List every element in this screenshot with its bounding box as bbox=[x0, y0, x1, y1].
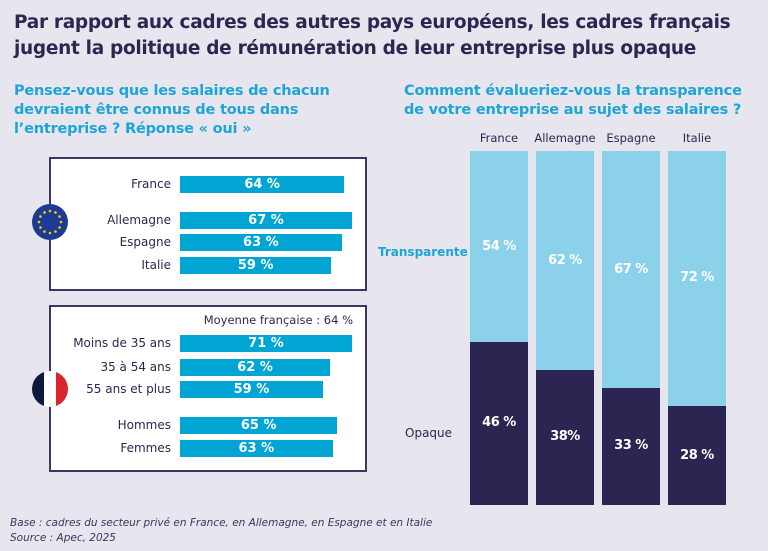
bar-label: Hommes bbox=[117, 418, 171, 432]
right-title-line: de votre entreprise au sujet des salaire… bbox=[404, 102, 742, 118]
left-title-line: l’entreprise ? Réponse « oui » bbox=[14, 121, 252, 137]
left-title-line: devraient être connus de tous dans bbox=[14, 102, 299, 118]
transparent-segment: 54 % bbox=[470, 151, 528, 343]
bar: 59 % bbox=[180, 257, 332, 274]
bar-label: Femmes bbox=[120, 441, 171, 455]
title-line: Par rapport aux cadres des autres pays e… bbox=[14, 12, 731, 33]
footer-base: Base : cadres du secteur privé en France… bbox=[10, 517, 433, 529]
opaque-segment: 38% bbox=[536, 370, 594, 505]
transparent-segment: 62 % bbox=[536, 151, 594, 371]
bar: 67 % bbox=[180, 212, 352, 229]
page-title: Par rapport aux cadres des autres pays e… bbox=[14, 10, 764, 62]
left-chart-title: Pensez-vous que les salaires de chacun d… bbox=[14, 82, 330, 139]
bar-label: 55 ans et plus bbox=[86, 382, 171, 396]
star-icon bbox=[58, 215, 61, 218]
star-icon bbox=[54, 211, 57, 214]
france-flag-icon bbox=[32, 371, 68, 407]
star-icon bbox=[54, 230, 57, 233]
footer-source: Source : Apec, 2025 bbox=[10, 532, 116, 544]
star-icon bbox=[58, 226, 61, 229]
bar-label: Moins de 35 ans bbox=[73, 336, 171, 350]
opaque-segment: 28 % bbox=[668, 405, 726, 505]
star-icon bbox=[37, 220, 41, 224]
column-header: Italie bbox=[682, 131, 712, 145]
title-line: jugent la politique de rémunération de l… bbox=[14, 38, 697, 59]
europe-panel: France 64 % Allemagne 67 % Espagne 63 % Italie… bbox=[49, 157, 367, 291]
legend-opaque: Opaque bbox=[405, 426, 453, 440]
star-icon bbox=[39, 215, 42, 218]
bar-label: 35 à 54 ans bbox=[100, 360, 171, 374]
bar-label: Italie bbox=[141, 258, 171, 272]
bar-label: France bbox=[131, 177, 171, 191]
bar-label: Allemagne bbox=[107, 213, 171, 227]
opaque-segment: 46 % bbox=[470, 342, 528, 505]
column-header: Espagne bbox=[606, 131, 656, 145]
bar-label: Espagne bbox=[119, 235, 171, 249]
transparent-segment: 72 % bbox=[668, 151, 726, 406]
star-icon bbox=[48, 231, 52, 235]
left-title-line: Pensez-vous que les salaires de chacun bbox=[14, 83, 330, 99]
right-chart-title: Comment évalueriez-vous la transparence … bbox=[404, 82, 742, 120]
bar: 59 % bbox=[180, 381, 323, 398]
star-icon bbox=[43, 211, 46, 214]
star-icon bbox=[43, 230, 46, 233]
bar: 71 % bbox=[180, 335, 352, 352]
right-title-line: Comment évalueriez-vous la transparence bbox=[404, 83, 742, 99]
legend-transparente: Transparente bbox=[378, 245, 468, 259]
bar: 63 % bbox=[180, 234, 342, 251]
column-header: France bbox=[479, 131, 519, 145]
bar: 63 % bbox=[180, 440, 333, 457]
star-icon bbox=[39, 226, 42, 229]
star-icon bbox=[59, 220, 63, 224]
france-panel: Moyenne française : 64 % Moins de 35 ans… bbox=[49, 305, 367, 472]
french-average-note: Moyenne française : 64 % bbox=[203, 313, 353, 327]
transparent-segment: 67 % bbox=[602, 151, 660, 389]
opaque-segment: 33 % bbox=[602, 388, 660, 505]
column-header: Allemagne bbox=[534, 131, 596, 145]
eu-flag-icon bbox=[32, 204, 68, 240]
star-icon bbox=[48, 209, 52, 213]
bar: 65 % bbox=[180, 417, 338, 434]
bar: 62 % bbox=[180, 359, 331, 376]
bar: 64 % bbox=[180, 176, 345, 193]
